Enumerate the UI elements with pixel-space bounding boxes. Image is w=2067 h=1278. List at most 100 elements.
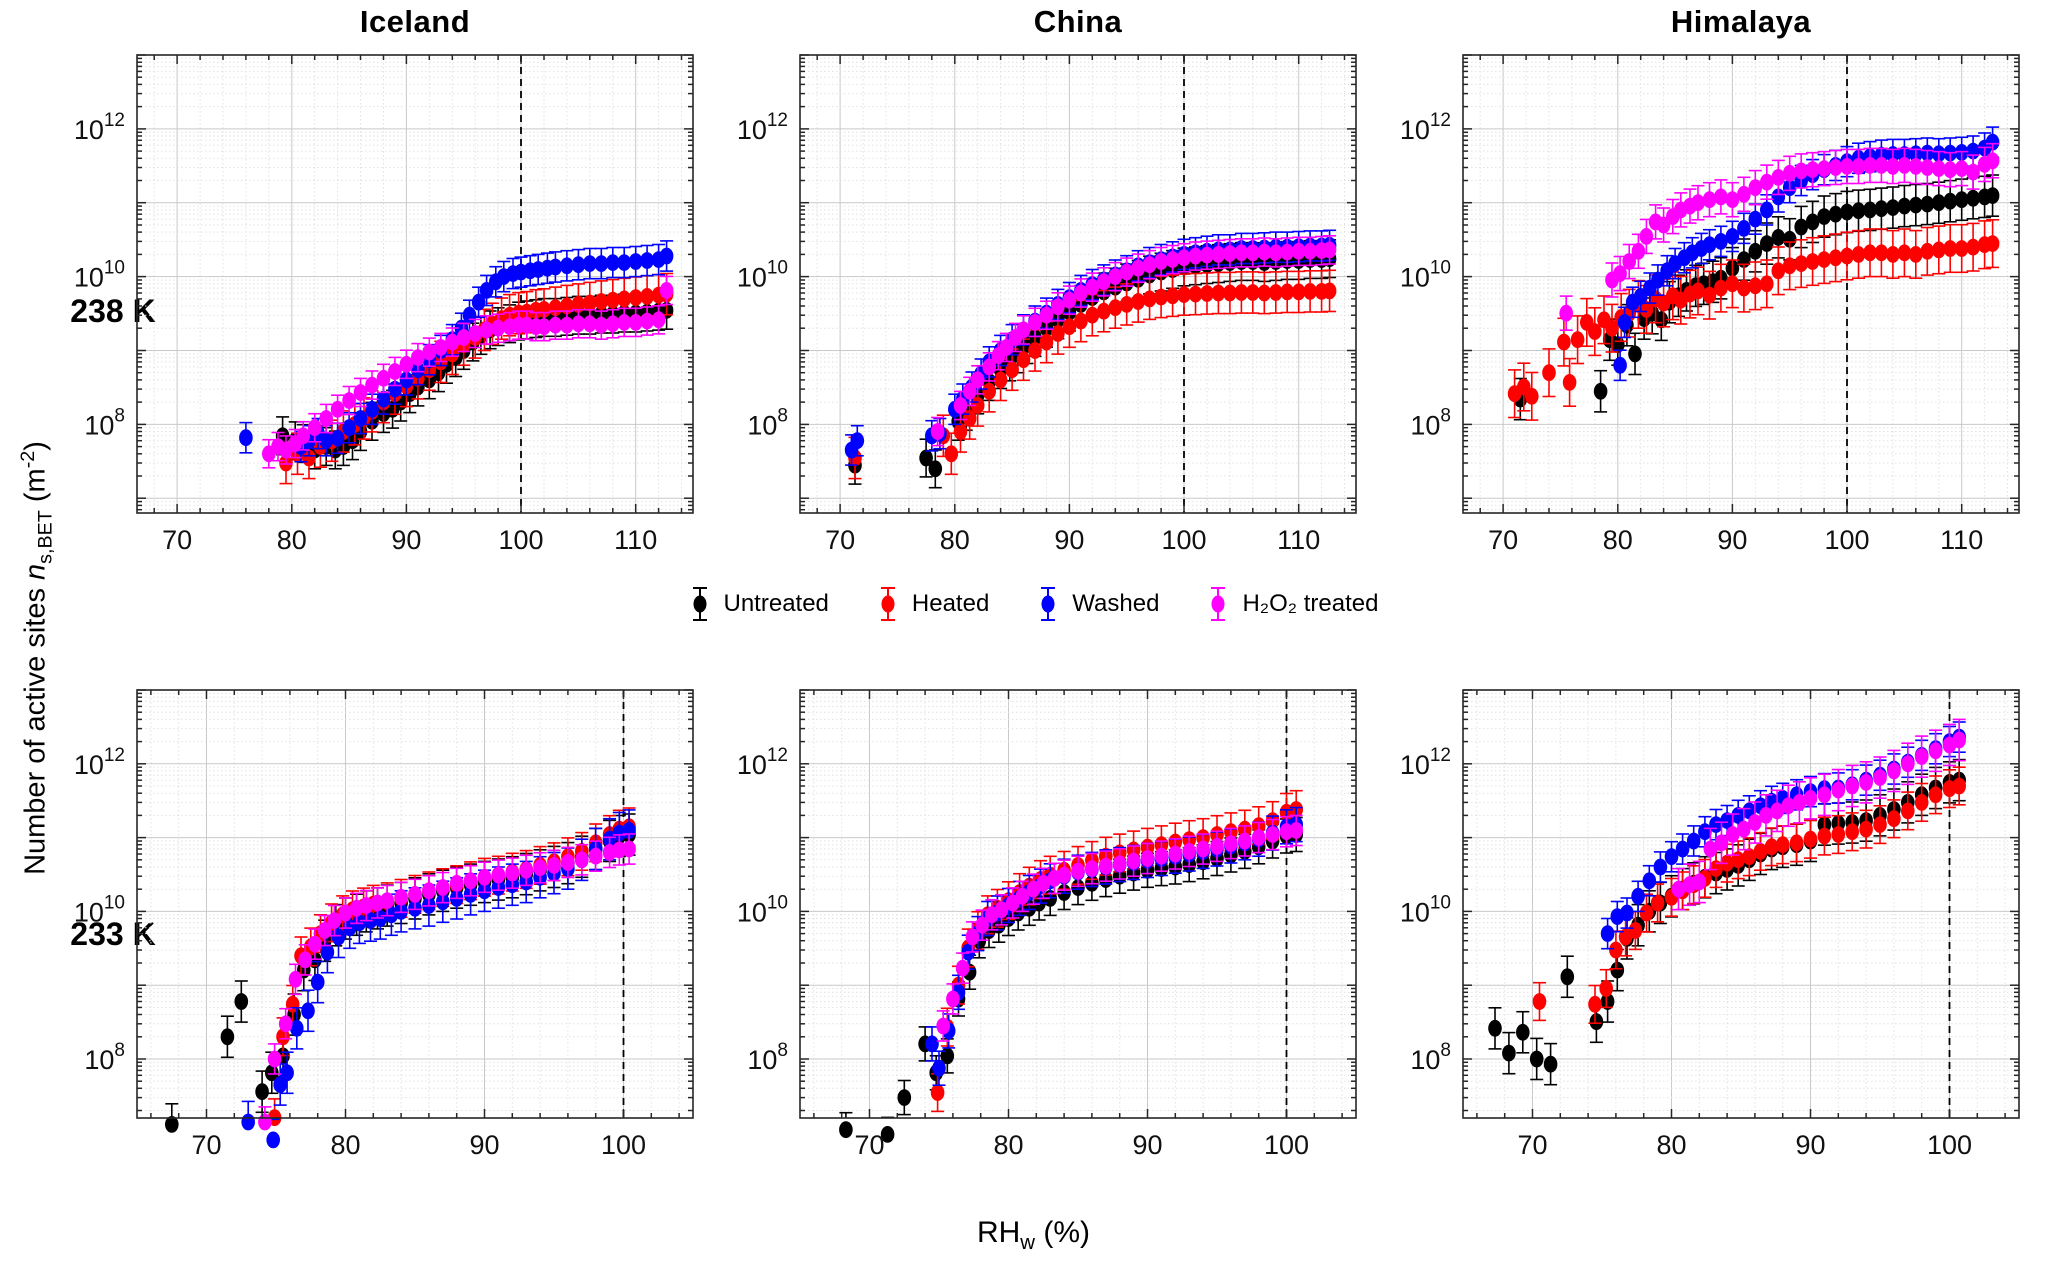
svg-text:90: 90 bbox=[469, 1130, 499, 1160]
svg-text:100: 100 bbox=[1264, 1130, 1309, 1160]
svg-text:1010: 1010 bbox=[737, 258, 788, 293]
svg-text:70: 70 bbox=[825, 525, 855, 555]
panel-title-himalaya: Himalaya bbox=[1670, 4, 1812, 39]
y-tick-labels: 108 1010 1012 bbox=[737, 745, 788, 1075]
axis-ticks bbox=[800, 689, 1356, 1118]
panel-iceland-238k: 70 80 90 100 110 108 1010 1012 bbox=[74, 54, 694, 555]
axis-ticks bbox=[1463, 54, 2019, 513]
y-tick-labels: 108 1010 1012 bbox=[1400, 110, 1451, 440]
svg-text:108: 108 bbox=[1410, 1040, 1451, 1075]
panel-china-238k: 70 80 90 100 110 108 1010 1012 bbox=[737, 54, 1357, 555]
svg-text:108: 108 bbox=[747, 405, 788, 440]
y-tick-labels: 108 1010 1012 bbox=[74, 110, 125, 440]
svg-text:1012: 1012 bbox=[737, 110, 788, 145]
legend-item-untreated: Untreated bbox=[689, 583, 829, 625]
series-h2o2-treated bbox=[1671, 718, 1966, 911]
y-axis-label: Number of active sites ns,BET (m-2) bbox=[17, 441, 57, 875]
svg-text:1010: 1010 bbox=[74, 258, 125, 293]
svg-text:1012: 1012 bbox=[737, 745, 788, 780]
svg-text:1010: 1010 bbox=[74, 892, 125, 927]
series-heated bbox=[848, 269, 1337, 480]
chart-canvas-himalaya-233k: 70 80 90 100 108 1010 1012 bbox=[1400, 689, 2020, 1160]
plot-border bbox=[1462, 689, 2020, 1119]
y-tick-labels: 108 1010 1012 bbox=[74, 745, 125, 1075]
svg-text:110: 110 bbox=[1940, 525, 1983, 555]
svg-text:90: 90 bbox=[1717, 525, 1747, 555]
chart-canvas-iceland-233k: 70 80 90 100 108 1010 1012 bbox=[74, 689, 694, 1160]
panel-iceland-233k: 70 80 90 100 108 1010 1012 bbox=[74, 689, 694, 1160]
legend-item-h2o2-treated: H₂O₂ treated bbox=[1207, 583, 1378, 625]
x-tick-labels: 70 80 90 100 110 bbox=[1488, 525, 1983, 555]
svg-text:1010: 1010 bbox=[1400, 892, 1451, 927]
svg-text:1012: 1012 bbox=[74, 110, 125, 145]
gridlines bbox=[137, 54, 693, 513]
series-h2o2-treated bbox=[1559, 142, 2000, 332]
x-axis-label: RHw (%) bbox=[976, 1216, 1091, 1254]
svg-text:90: 90 bbox=[391, 525, 421, 555]
legend-marker-heated bbox=[880, 587, 895, 621]
svg-text:80: 80 bbox=[277, 525, 307, 555]
svg-text:100: 100 bbox=[1824, 525, 1869, 555]
svg-text:108: 108 bbox=[84, 405, 125, 440]
legend-item-heated: Heated bbox=[877, 583, 989, 625]
series-heated bbox=[1532, 766, 1966, 1025]
y-tick-labels: 108 1010 1012 bbox=[1400, 745, 1451, 1075]
svg-text:110: 110 bbox=[614, 525, 657, 555]
panel-china-233k: 70 80 90 100 108 1010 1012 bbox=[737, 689, 1357, 1160]
plot-border bbox=[799, 689, 1357, 1119]
series-h2o2-treated bbox=[936, 814, 1303, 1042]
x-tick-labels: 70 80 90 100 bbox=[1517, 1130, 1972, 1160]
legend-marker-washed bbox=[1041, 587, 1056, 621]
panel-himalaya-233k: 70 80 90 100 108 1010 1012 bbox=[1400, 689, 2020, 1160]
gridlines bbox=[1463, 54, 2019, 513]
x-tick-labels: 70 80 90 100 bbox=[191, 1130, 646, 1160]
chart-canvas-china-233k: 70 80 90 100 108 1010 1012 bbox=[737, 689, 1357, 1160]
svg-text:1010: 1010 bbox=[1400, 258, 1451, 293]
svg-text:108: 108 bbox=[747, 1040, 788, 1075]
series-h2o2-treated bbox=[930, 235, 1337, 447]
chart-canvas-iceland-238k: 70 80 90 100 110 108 1010 1012 bbox=[74, 54, 694, 555]
svg-text:1012: 1012 bbox=[1400, 745, 1451, 780]
plot-border bbox=[1462, 54, 2020, 514]
legend-marker-h2o2-treated bbox=[1211, 587, 1226, 621]
svg-text:70: 70 bbox=[854, 1130, 884, 1160]
chart-canvas-china-238k: 70 80 90 100 110 108 1010 1012 bbox=[737, 54, 1357, 555]
svg-text:80: 80 bbox=[940, 525, 970, 555]
panel-title-iceland: Iceland bbox=[359, 4, 471, 39]
legend: Untreated Heated Washed H₂O₂ treated bbox=[0, 583, 2067, 625]
x-tick-labels: 70 80 90 100 bbox=[854, 1130, 1309, 1160]
svg-text:108: 108 bbox=[84, 1040, 125, 1075]
svg-text:80: 80 bbox=[330, 1130, 360, 1160]
axis-ticks bbox=[137, 689, 693, 1118]
svg-text:70: 70 bbox=[1488, 525, 1518, 555]
svg-text:1012: 1012 bbox=[74, 745, 125, 780]
svg-text:70: 70 bbox=[191, 1130, 221, 1160]
svg-text:100: 100 bbox=[1927, 1130, 1972, 1160]
svg-text:80: 80 bbox=[1656, 1130, 1686, 1160]
series-h2o2-treated bbox=[258, 833, 636, 1131]
svg-text:100: 100 bbox=[601, 1130, 646, 1160]
legend-label-h2o2-treated: H₂O₂ treated bbox=[1242, 590, 1379, 617]
legend-marker-untreated bbox=[692, 587, 707, 621]
x-tick-labels: 70 80 90 100 110 bbox=[825, 525, 1320, 555]
plot-border bbox=[799, 54, 1357, 514]
gridlines bbox=[137, 689, 693, 1118]
svg-text:80: 80 bbox=[993, 1130, 1023, 1160]
plot-border bbox=[136, 689, 694, 1119]
gridlines bbox=[1463, 689, 2019, 1118]
svg-text:1012: 1012 bbox=[1400, 110, 1451, 145]
panel-himalaya-238k: 70 80 90 100 110 108 1010 1012 bbox=[1400, 54, 2020, 555]
svg-text:1010: 1010 bbox=[737, 892, 788, 927]
axis-ticks bbox=[1463, 689, 2019, 1118]
legend-item-washed: Washed bbox=[1037, 583, 1159, 625]
panel-title-china: China bbox=[1033, 4, 1123, 39]
legend-label-untreated: Untreated bbox=[723, 590, 829, 617]
y-tick-labels: 108 1010 1012 bbox=[737, 110, 788, 440]
series-h2o2-treated bbox=[262, 275, 674, 469]
svg-text:90: 90 bbox=[1132, 1130, 1162, 1160]
legend-label-heated: Heated bbox=[911, 590, 990, 617]
gridlines bbox=[800, 54, 1356, 513]
svg-text:108: 108 bbox=[1410, 405, 1451, 440]
svg-text:70: 70 bbox=[162, 525, 192, 555]
